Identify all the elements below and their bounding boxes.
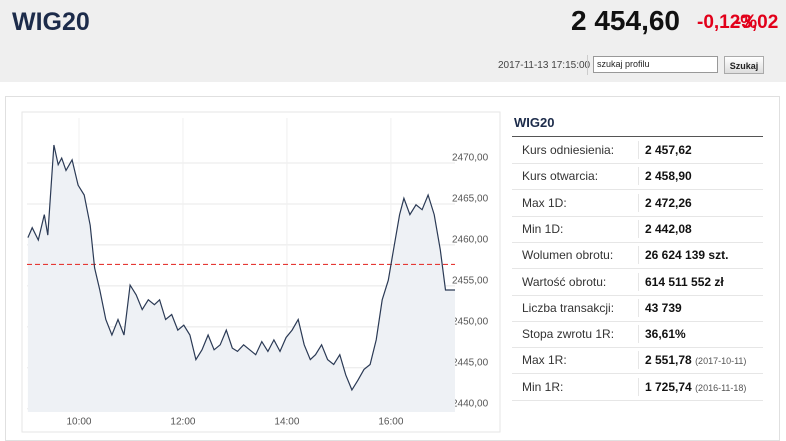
table-row: Max 1R: 2 551,78 (2017-10-11): [512, 347, 763, 375]
value-text: 43 739: [645, 300, 682, 315]
y-tick-label: 2450,00: [452, 316, 489, 327]
row-value: 26 624 139 szt.: [645, 242, 728, 268]
chart-frame: [21, 111, 501, 433]
table-row: Min 1D: 2 442,08: [512, 216, 763, 243]
row-label: Min 1D:: [522, 221, 564, 236]
row-label: Wartość obrotu:: [522, 274, 607, 289]
table-row: Kurs otwarcia: 2 458,90: [512, 163, 763, 191]
change-pct: -0,12%: [697, 12, 758, 33]
row-value: 2 551,78 (2017-10-11): [645, 347, 746, 374]
row-label: Wolumen obrotu:: [522, 248, 614, 263]
x-tick-label: 12:00: [170, 417, 195, 428]
y-tick-label: 2470,00: [452, 153, 489, 164]
y-tick-label: 2440,00: [452, 398, 489, 409]
value-text: 2 458,90: [645, 169, 692, 184]
row-label: Liczba transakcji:: [522, 300, 615, 315]
chart: 2440,00 2445,00 2450,00 2455,00 2460,00 2465,…: [21, 111, 501, 433]
row-value: 2 457,62: [645, 137, 692, 163]
value-text: 1 725,74: [645, 379, 692, 394]
y-tick-label: 2455,00: [452, 276, 489, 287]
value-text: 2 472,26: [645, 195, 692, 210]
header-bar: WIG20 2 454,60 -0,12% -3,02 2017-11-13 1…: [0, 0, 786, 82]
row-label: Stopa zwrotu 1R:: [522, 327, 615, 342]
index-title: WIG20: [12, 8, 90, 36]
value-date: (2016-11-18): [695, 382, 747, 393]
table-row: Wartość obrotu: 614 511 552 zł: [512, 269, 763, 296]
value-text: 614 511 552 zł: [645, 274, 724, 289]
y-tick-label: 2445,00: [452, 357, 489, 368]
row-value: 2 442,08: [645, 216, 692, 242]
value-date: (2017-10-11): [695, 356, 747, 367]
table-row: Liczba transakcji: 43 739: [512, 295, 763, 322]
search-input[interactable]: szukaj profilu: [593, 56, 718, 73]
value-text: 2 551,78: [645, 353, 692, 368]
table-rule: [512, 136, 763, 137]
row-value: 2 472,26: [645, 190, 692, 216]
search-button[interactable]: Szukaj: [724, 56, 764, 74]
row-value: 614 511 552 zł: [645, 269, 724, 295]
price: 2 454,60: [571, 5, 680, 36]
change: -3,02: [735, 12, 779, 33]
timestamp: 2017-11-13 17:15:00: [498, 60, 591, 71]
column-separator: [638, 219, 639, 238]
y-tick-label: 2460,00: [452, 235, 489, 246]
separator: [587, 55, 588, 75]
x-tick-label: 14:00: [274, 417, 299, 428]
column-separator: [638, 193, 639, 212]
table-row: Min 1R: 1 725,74 (2016-11-18): [512, 374, 763, 401]
row-value: 1 725,74 (2016-11-18): [645, 374, 746, 401]
row-label: Min 1R:: [522, 379, 564, 394]
x-tick-label: 16:00: [378, 417, 403, 428]
column-separator: [638, 167, 639, 186]
column-separator: [638, 377, 639, 396]
y-tick-label: 2465,00: [452, 194, 489, 205]
table-row: Kurs odniesienia: 2 457,62: [512, 137, 763, 164]
price-line: [27, 144, 455, 392]
value-text: 26 624 139 szt.: [645, 248, 729, 263]
table-row: Wolumen obrotu: 26 624 139 szt.: [512, 242, 763, 270]
row-value: 36,61%: [645, 321, 686, 347]
column-separator: [638, 351, 639, 370]
value-text: 2 457,62: [645, 143, 692, 157]
x-tick-label: 10:00: [66, 417, 91, 428]
column-separator: [638, 272, 639, 291]
row-label: Max 1R:: [522, 353, 567, 368]
column-separator: [638, 141, 639, 159]
row-label: Max 1D:: [522, 195, 567, 210]
table-row: Max 1D: 2 472,26: [512, 190, 763, 217]
row-value: 43 739: [645, 295, 682, 321]
value-text: 36,61%: [645, 327, 686, 342]
row-label: Kurs otwarcia:: [522, 169, 599, 184]
column-separator: [638, 325, 639, 344]
table-title: WIG20: [514, 115, 555, 130]
area: [27, 145, 456, 412]
column-separator: [638, 246, 639, 265]
row-value: 2 458,90: [645, 163, 692, 189]
value-text: 2 442,08: [645, 221, 692, 236]
column-separator: [638, 298, 639, 317]
table-row: Stopa zwrotu 1R: 36,61%: [512, 321, 763, 349]
row-label: Kurs odniesienia:: [522, 143, 615, 157]
